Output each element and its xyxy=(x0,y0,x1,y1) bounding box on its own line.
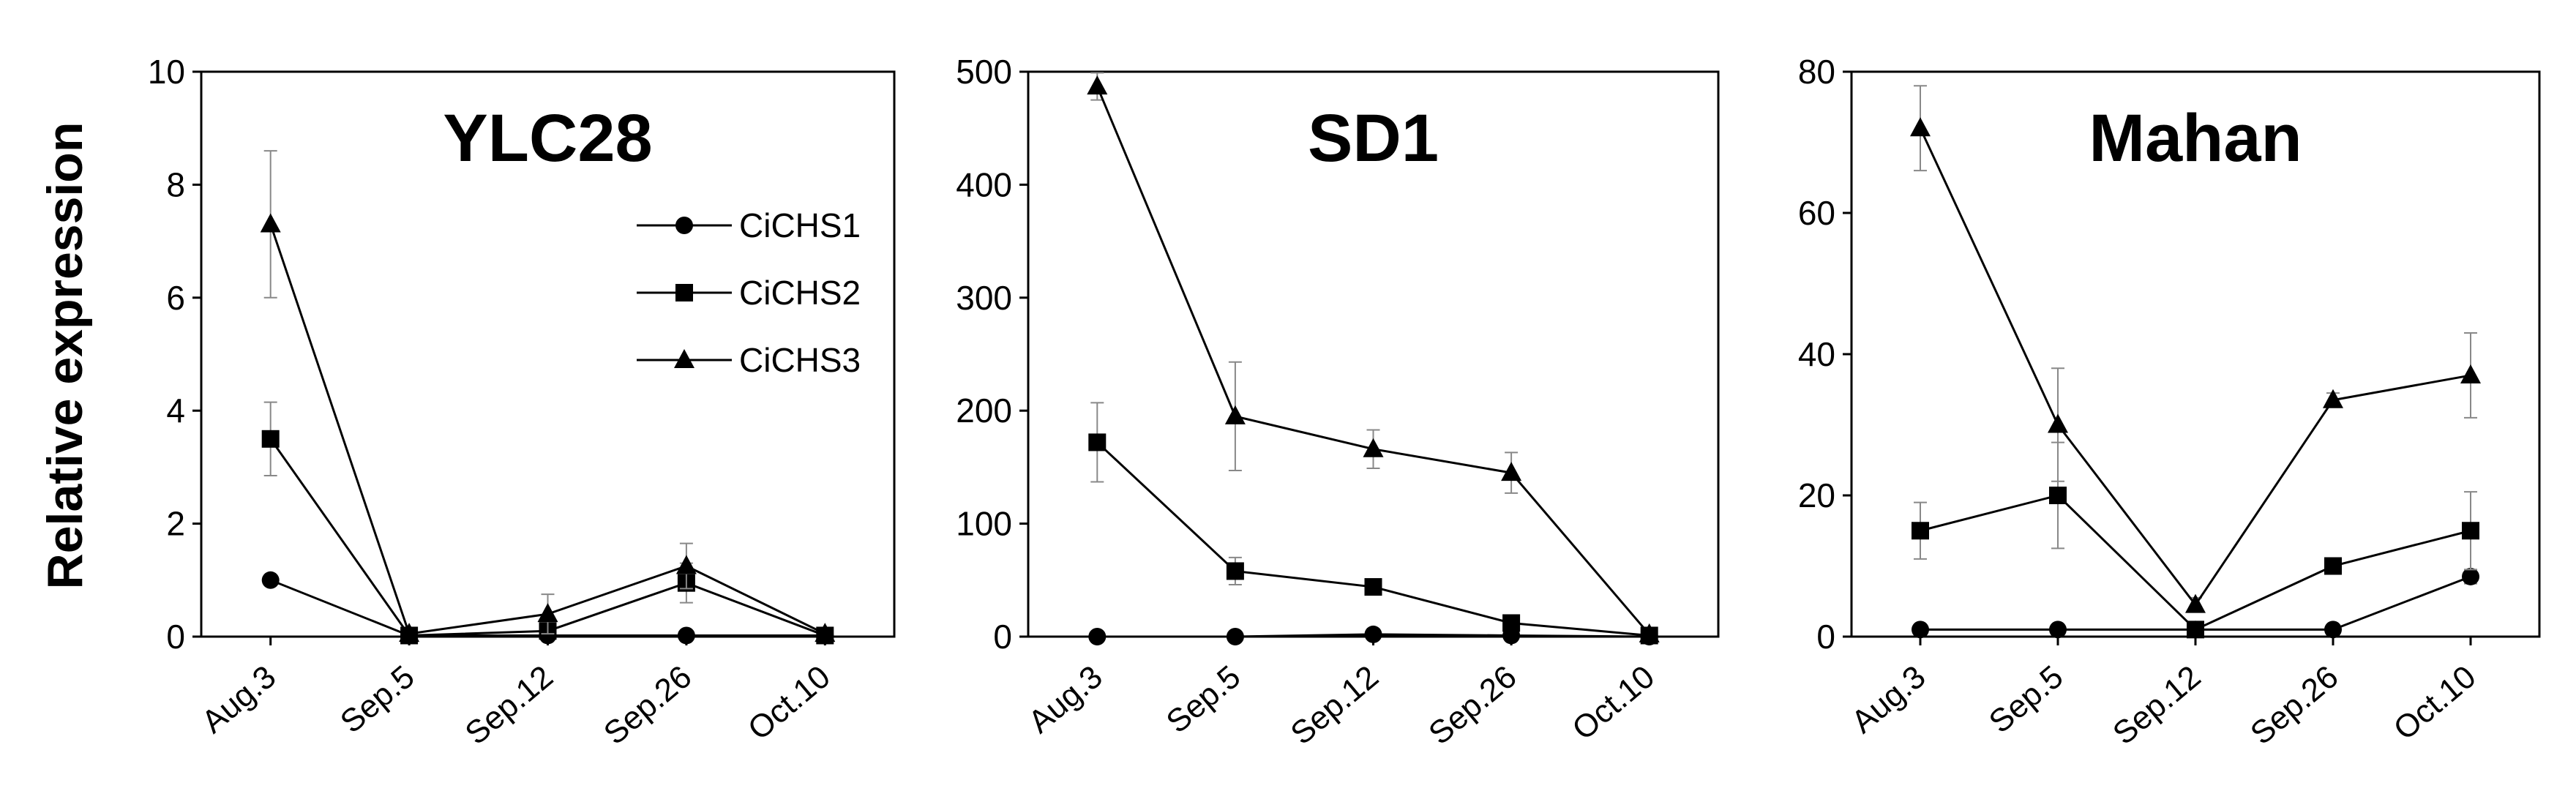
panel-title: YLC28 xyxy=(443,101,652,176)
data-point xyxy=(1087,75,1108,95)
legend-marker xyxy=(675,217,693,234)
data-point xyxy=(1088,628,1107,645)
data-point xyxy=(1226,562,1244,580)
series-line xyxy=(1919,127,2471,607)
data-point xyxy=(1502,614,1521,632)
chart-panel-2: 0 100 200 300 400 500 Aug.3 Sep.5 Sep.12 Sep.26 Oc… xyxy=(956,53,1720,752)
data-point xyxy=(1088,433,1107,451)
x-tick-label: Sep.5 xyxy=(1982,659,2070,740)
y-tick-label: 400 xyxy=(956,165,1012,203)
y-tick-label: 100 xyxy=(956,505,1012,543)
data-point xyxy=(1363,438,1384,457)
data-point xyxy=(1639,623,1660,642)
data-point xyxy=(261,430,280,448)
y-tick-label: 6 xyxy=(166,279,185,317)
data-point xyxy=(2460,364,2481,383)
data-point xyxy=(675,555,697,574)
y-tick-label: 40 xyxy=(1798,335,1835,373)
series-CiCHS3 xyxy=(260,150,836,642)
data-point xyxy=(2049,487,2067,504)
x-tick-label: Sep.26 xyxy=(1422,659,1523,752)
y-axis-label: Relative expression xyxy=(37,122,93,590)
x-tick-label: Sep.5 xyxy=(334,659,422,740)
x-tick-label: Sep.5 xyxy=(1160,659,1248,740)
data-point xyxy=(1501,462,1522,481)
x-tick-label: Aug.3 xyxy=(195,659,283,740)
legend: CiCHS1 CiCHS2 CiCHS3 xyxy=(637,206,861,379)
y-tick-label: 300 xyxy=(956,279,1012,317)
data-point xyxy=(1226,628,1244,645)
data-point xyxy=(2323,389,2343,408)
y-tick-label: 2 xyxy=(166,505,185,543)
data-point xyxy=(2324,557,2342,575)
data-point xyxy=(2049,621,2067,639)
data-point xyxy=(815,623,836,642)
data-point xyxy=(2185,593,2206,613)
data-point xyxy=(2462,567,2479,585)
y-tick-label: 10 xyxy=(148,53,185,91)
panels: 0 2 4 6 8 10 Aug.3 Sep.5 Sep.12 Sep.26 Oct.10 YLC28… xyxy=(148,53,2541,752)
y-tick-label: 0 xyxy=(166,618,185,656)
data-point xyxy=(2462,522,2479,540)
series-CiCHS2 xyxy=(1912,441,2479,639)
x-tick-label: Oct.10 xyxy=(741,659,837,747)
legend-label: CiCHS1 xyxy=(739,206,861,244)
legend-label: CiCHS3 xyxy=(739,341,861,379)
x-tick-label: Aug.3 xyxy=(1022,659,1109,740)
series-CiCHS2 xyxy=(1088,402,1658,645)
x-tick-label: Oct.10 xyxy=(1565,659,1661,747)
y-tick-label: 500 xyxy=(956,53,1012,91)
legend-marker xyxy=(674,349,694,368)
series-CiCHS3 xyxy=(1087,72,1660,642)
panel-title: Mahan xyxy=(2089,101,2302,176)
data-point xyxy=(537,603,558,623)
y-tick-label: 200 xyxy=(956,391,1012,430)
y-tick-label: 8 xyxy=(166,165,185,203)
data-point xyxy=(1224,405,1246,424)
panel-title: SD1 xyxy=(1308,101,1439,176)
y-tick-label: 0 xyxy=(1816,618,1835,656)
chart-panel-3: 0 20 40 60 80 Aug.3 Sep.5 Sep.12 Sep.26 Oct.10 Mah… xyxy=(1798,53,2541,752)
y-tick-label: 80 xyxy=(1798,53,1835,91)
data-point xyxy=(1910,117,1931,137)
x-tick-label: Oct.10 xyxy=(2387,659,2483,747)
data-point xyxy=(399,623,420,642)
data-point xyxy=(1364,625,1382,643)
x-tick-label: Sep.26 xyxy=(2244,659,2345,752)
x-tick-label: Sep.12 xyxy=(1284,659,1385,752)
y-tick-label: 20 xyxy=(1798,476,1835,514)
data-point xyxy=(1364,578,1382,596)
data-point xyxy=(1912,621,1929,639)
series-CiCHS3 xyxy=(1910,85,2481,613)
x-tick-label: Aug.3 xyxy=(1845,659,1933,740)
data-point xyxy=(1912,522,1929,540)
x-tick-label: Sep.12 xyxy=(2106,659,2207,752)
data-point xyxy=(261,571,280,589)
legend-label: CiCHS2 xyxy=(739,274,861,312)
y-tick-label: 4 xyxy=(166,391,185,430)
x-tick-label: Sep.12 xyxy=(459,659,560,752)
y-tick-label: 0 xyxy=(993,618,1012,656)
data-point xyxy=(260,213,281,233)
data-point xyxy=(2324,621,2342,639)
data-point xyxy=(677,626,695,645)
data-point xyxy=(2048,413,2068,433)
legend-marker xyxy=(675,284,693,301)
data-point xyxy=(2187,621,2204,639)
chart-panel-1: 0 2 4 6 8 10 Aug.3 Sep.5 Sep.12 Sep.26 Oct.10 YLC28… xyxy=(148,53,896,752)
x-tick-label: Sep.26 xyxy=(597,659,698,752)
y-tick-label: 60 xyxy=(1798,194,1835,232)
